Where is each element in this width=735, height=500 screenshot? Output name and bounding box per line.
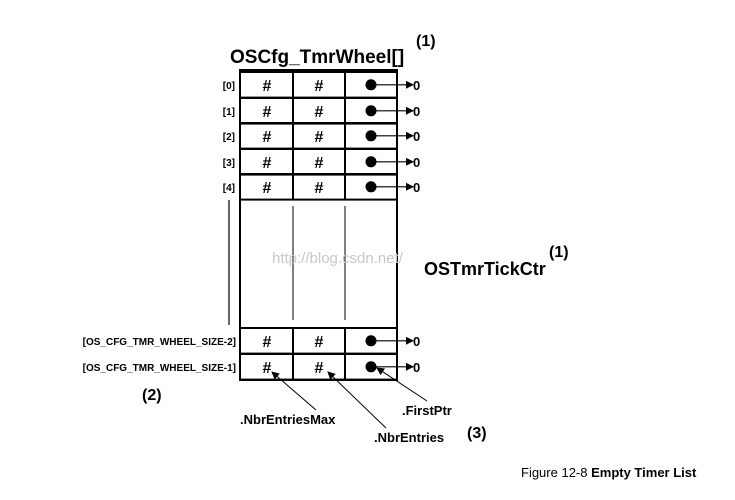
tick-counter-note: (1) [549, 244, 569, 261]
wheel-rows: [0] # #0 [1] # #0 [2] # #0 [3] # #0 [4] # #0 [OS_CFG_TM… [83, 71, 420, 381]
arrow-first-ptr [376, 367, 428, 402]
null-value-size-1: 0 [413, 360, 420, 375]
null-value-3: 0 [413, 155, 420, 170]
caption-title: Empty Timer List [591, 465, 697, 480]
null-value-size-2: 0 [413, 334, 420, 349]
nbr-entries-max-cell-2: # [263, 129, 272, 146]
first-ptr-dot-3 [365, 156, 377, 168]
title-note: (1) [416, 33, 436, 50]
array-title: OSCfg_TmrWheel[] [230, 47, 404, 68]
nbr-entries-cell-size-1: # [315, 360, 324, 377]
null-value-1: 0 [413, 104, 420, 119]
null-value-2: 0 [413, 129, 420, 144]
label-first-ptr: .FirstPtr [402, 403, 452, 418]
row-index-label-4: [4] [223, 183, 235, 194]
nbr-entries-cell-1: # [315, 104, 324, 121]
null-value-4: 0 [413, 180, 420, 195]
arrow-nbr-entries-max [271, 371, 317, 411]
first-ptr-dot-1 [365, 105, 377, 117]
field-note: (3) [467, 425, 487, 442]
label-nbr-entries: .NbrEntries [374, 430, 444, 445]
figure-caption: Figure 12-8 Empty Timer List [521, 465, 697, 480]
watermark: http://blog.csdn.net/ [272, 250, 404, 267]
arrow-nbr-entries [327, 371, 387, 429]
nbr-entries-max-cell-size-2: # [263, 334, 272, 351]
row-index-label-2: [2] [223, 132, 235, 143]
first-ptr-dot-size-1 [365, 361, 377, 373]
row-index-label-3: [3] [223, 158, 235, 169]
nbr-entries-cell-0: # [315, 78, 324, 95]
nbr-entries-max-cell-size-1: # [263, 360, 272, 377]
nbr-entries-max-cell-0: # [263, 78, 272, 95]
nbr-entries-cell-size-2: # [315, 334, 324, 351]
bracket-note: (2) [142, 387, 162, 404]
row-index-label-0: [0] [223, 81, 235, 92]
first-ptr-dot-4 [365, 181, 377, 193]
label-nbr-entries-max: .NbrEntriesMax [240, 412, 336, 427]
first-ptr-dot-0 [365, 79, 377, 91]
first-ptr-dot-size-2 [365, 335, 377, 347]
row-index-label-size-1: [OS_CFG_TMR_WHEEL_SIZE-1] [83, 363, 236, 374]
first-ptr-dot-2 [365, 130, 377, 142]
nbr-entries-max-cell-3: # [263, 155, 272, 172]
tick-counter-label: OSTmrTickCtr [424, 259, 546, 279]
nbr-entries-max-cell-1: # [263, 104, 272, 121]
row-index-label-size-2: [OS_CFG_TMR_WHEEL_SIZE-2] [83, 337, 236, 348]
row-index-label-1: [1] [223, 107, 235, 118]
nbr-entries-cell-4: # [315, 180, 324, 197]
nbr-entries-cell-2: # [315, 129, 324, 146]
null-value-0: 0 [413, 78, 420, 93]
nbr-entries-cell-3: # [315, 155, 324, 172]
nbr-entries-max-cell-4: # [263, 180, 272, 197]
caption-prefix: Figure 12-8 [521, 465, 591, 480]
